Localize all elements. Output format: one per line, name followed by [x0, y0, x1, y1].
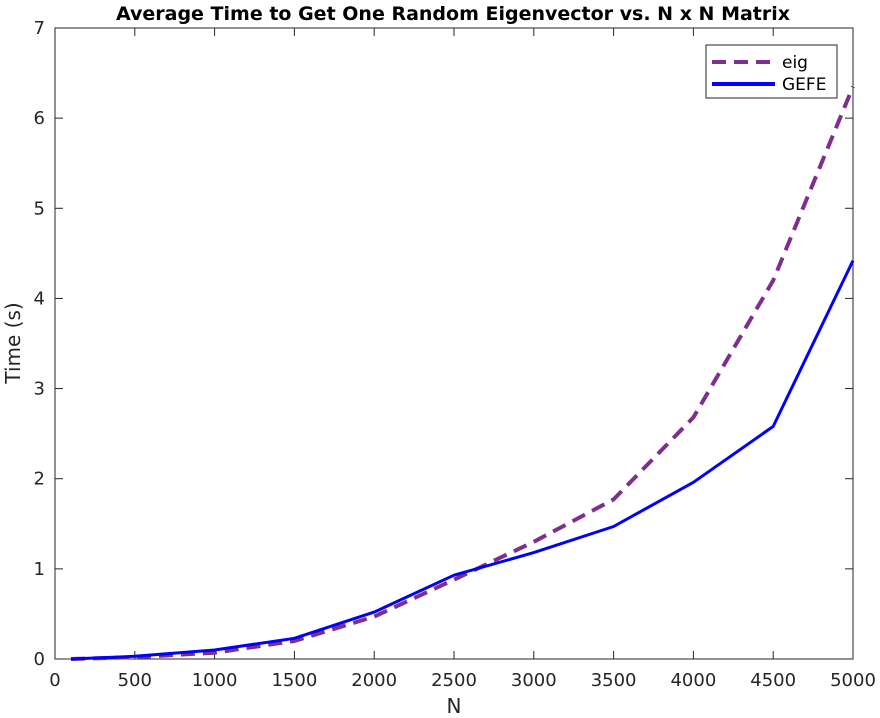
x-tick-label: 2500 — [431, 670, 477, 691]
x-tick-label: 500 — [118, 670, 152, 691]
x-tick-label: 0 — [49, 670, 60, 691]
x-axis-label: N — [447, 694, 462, 718]
chart-title: Average Time to Get One Random Eigenvect… — [116, 3, 790, 25]
x-tick-label: 1500 — [271, 670, 317, 691]
legend-label-eig: eig — [782, 53, 808, 73]
x-tick-label: 1000 — [192, 670, 238, 691]
y-axis-label: Time (s) — [1, 302, 25, 384]
x-tick-label: 4500 — [750, 670, 796, 691]
series-line-gefe — [70, 259, 855, 661]
y-tick-label: 1 — [34, 559, 45, 580]
x-tick-label: 3000 — [511, 670, 557, 691]
y-tick-label: 6 — [34, 108, 45, 129]
y-tick-label: 0 — [34, 649, 45, 670]
series-layer — [70, 85, 855, 661]
legend-label-gefe: GEFE — [782, 75, 826, 95]
y-tick-label: 3 — [34, 379, 45, 400]
x-tick-label: 5000 — [830, 670, 876, 691]
y-axis: 0 1 2 3 4 5 6 7 — [34, 18, 853, 670]
legend: eig GEFE — [705, 44, 838, 99]
y-tick-label: 7 — [34, 18, 45, 39]
legend-box — [705, 44, 838, 99]
y-tick-label: 5 — [34, 198, 45, 219]
plot-frame — [54, 27, 854, 660]
x-tick-label: 3500 — [591, 670, 637, 691]
y-tick-label: 4 — [34, 288, 45, 309]
x-axis: 0 500 1000 1500 2000 2500 3000 3500 4000 4500 5000 — [49, 28, 876, 691]
x-tick-label: 2000 — [351, 670, 397, 691]
x-tick-label: 4000 — [670, 670, 716, 691]
y-tick-label: 2 — [34, 469, 45, 490]
series-line-eig — [70, 85, 855, 661]
